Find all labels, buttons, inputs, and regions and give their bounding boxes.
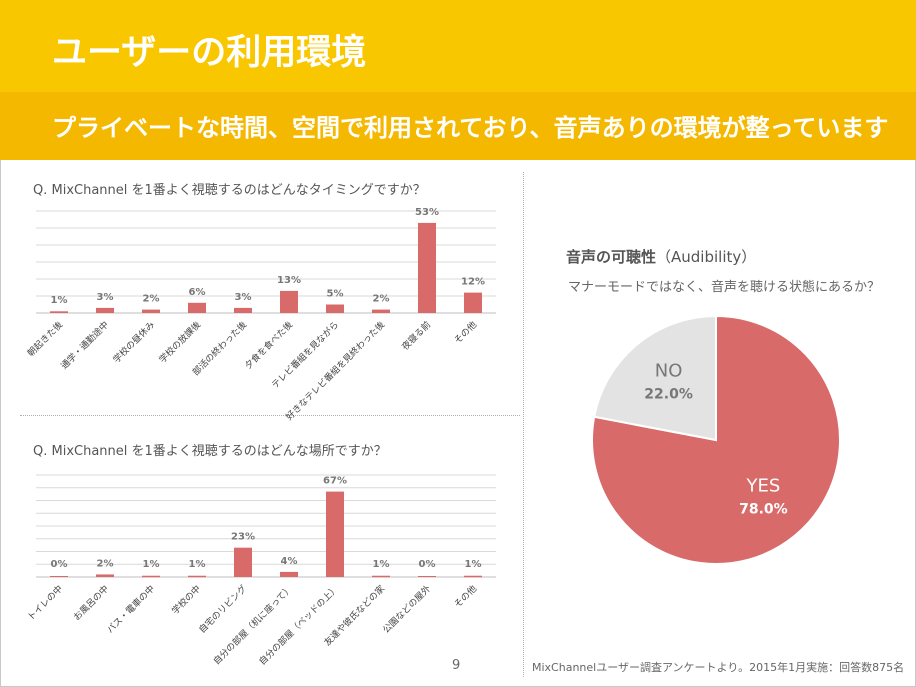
page-subtitle: プライベートな時間、空間で利用されており、音声ありの環境が整っています xyxy=(52,114,889,142)
place-question: Q. MixChannel を1番よく視聴するのはどんな場所ですか？ xyxy=(33,444,387,459)
pie-title-main: 音声の可聴性 xyxy=(566,248,657,266)
pie-title-sub: （Audibility） xyxy=(656,248,757,266)
header-top-band xyxy=(0,0,916,92)
pie-title: 音声の可聴性（Audibility） xyxy=(566,246,756,267)
pie-question: マナーモードではなく、音声を聴ける状態にあるか？ xyxy=(568,280,881,295)
header-band: ユーザーの利用環境 プライベートな時間、空間で利用されており、音声ありの環境が整… xyxy=(0,0,916,160)
page-title: ユーザーの利用環境 xyxy=(52,33,367,73)
horizontal-divider xyxy=(20,415,520,416)
source-note: MixChannelユーザー調査アンケートより。2015年1月実施：回答数875… xyxy=(532,661,905,674)
page-number: 9 xyxy=(452,658,461,673)
timing-question: Q. MixChannel を1番よく視聴するのはどんなタイミングですか？ xyxy=(33,183,426,198)
vertical-divider xyxy=(523,172,524,677)
